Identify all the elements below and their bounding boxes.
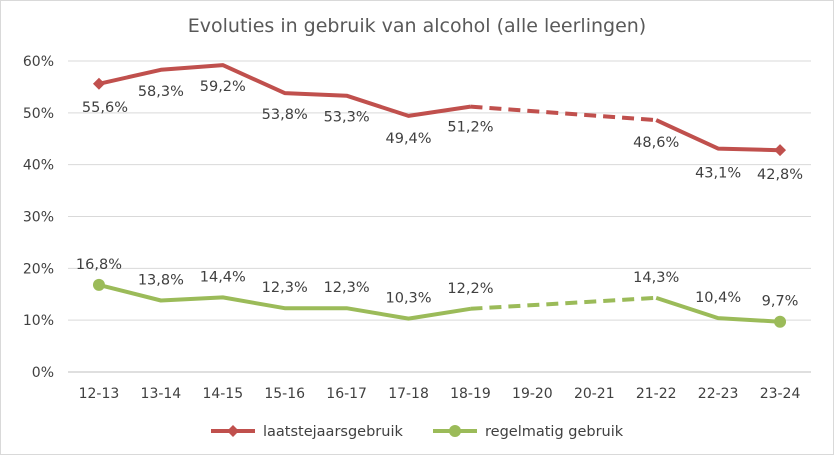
data-label: 13,8%: [138, 272, 184, 288]
data-label: 12,3%: [324, 280, 370, 296]
data-label: 51,2%: [447, 120, 493, 136]
data-label: 16,8%: [76, 257, 122, 273]
y-tick-label: 60%: [23, 54, 54, 70]
series-marker-diamond: [774, 144, 787, 157]
legend: laatstejaarsgebruik regelmatig gebruik: [211, 424, 624, 440]
legend-label: regelmatig gebruik: [485, 424, 624, 440]
series-marker-circle: [774, 315, 787, 328]
data-label: 58,3%: [138, 84, 184, 100]
data-label: 48,6%: [633, 135, 679, 151]
data-label: 9,7%: [762, 294, 799, 310]
legend-marker-circle: [449, 425, 461, 437]
data-label: 12,2%: [447, 281, 493, 297]
data-label: 49,4%: [386, 131, 432, 147]
x-tick-label: 14-15: [202, 386, 243, 402]
x-tick-label: 22-23: [698, 386, 739, 402]
data-label: 10,4%: [695, 290, 741, 306]
data-label: 14,3%: [633, 270, 679, 286]
x-tick-label: 19-20: [512, 386, 553, 402]
x-tick-label: 20-21: [574, 386, 615, 402]
x-tick-label: 13-14: [141, 386, 182, 402]
y-tick-label: 40%: [23, 158, 54, 174]
y-tick-label: 50%: [23, 106, 54, 122]
data-labels: 55,6% 58,3% 59,2% 53,8% 53,3% 49,4% 51,2% 48,6%…: [76, 79, 803, 310]
y-tick-label: 20%: [23, 261, 54, 277]
data-label: 14,4%: [200, 269, 246, 285]
series: [92, 63, 787, 328]
data-label: 10,3%: [386, 291, 432, 307]
series-marker-diamond: [92, 77, 105, 90]
data-label: 12,3%: [262, 280, 308, 296]
x-tick-label: 21-22: [636, 386, 677, 402]
chart-title: Evoluties in gebruik van alcohol (alle l…: [187, 15, 647, 37]
series-line: [98, 282, 781, 324]
data-label: 59,2%: [200, 79, 246, 95]
y-tick-label: 0%: [32, 365, 54, 381]
series-line: [98, 63, 781, 153]
series-marker-circle: [92, 278, 105, 291]
data-label: 55,6%: [82, 100, 128, 116]
y-tick-label: 30%: [23, 210, 54, 226]
x-tick-label: 17-18: [388, 386, 429, 402]
series-dashed-bridge: [470, 104, 657, 123]
data-label: 53,3%: [324, 110, 370, 126]
x-tick-label: 15-16: [264, 386, 305, 402]
y-tick-label: 10%: [23, 313, 54, 329]
data-label: 53,8%: [262, 107, 308, 123]
x-tick-label: 23-24: [760, 386, 801, 402]
x-tick-label: 16-17: [326, 386, 367, 402]
series-dashed-bridge: [470, 295, 657, 311]
legend-label: laatstejaarsgebruik: [263, 424, 403, 440]
data-label: 43,1%: [695, 166, 741, 182]
x-tick-label: 18-19: [450, 386, 491, 402]
data-label: 42,8%: [757, 167, 803, 183]
axes: 0% 10% 20% 30% 40% 50% 60% 12-13 13-14 14-15 15-16…: [23, 54, 811, 402]
x-tick-label: 12-13: [79, 386, 120, 402]
legend-marker-diamond: [227, 425, 239, 437]
